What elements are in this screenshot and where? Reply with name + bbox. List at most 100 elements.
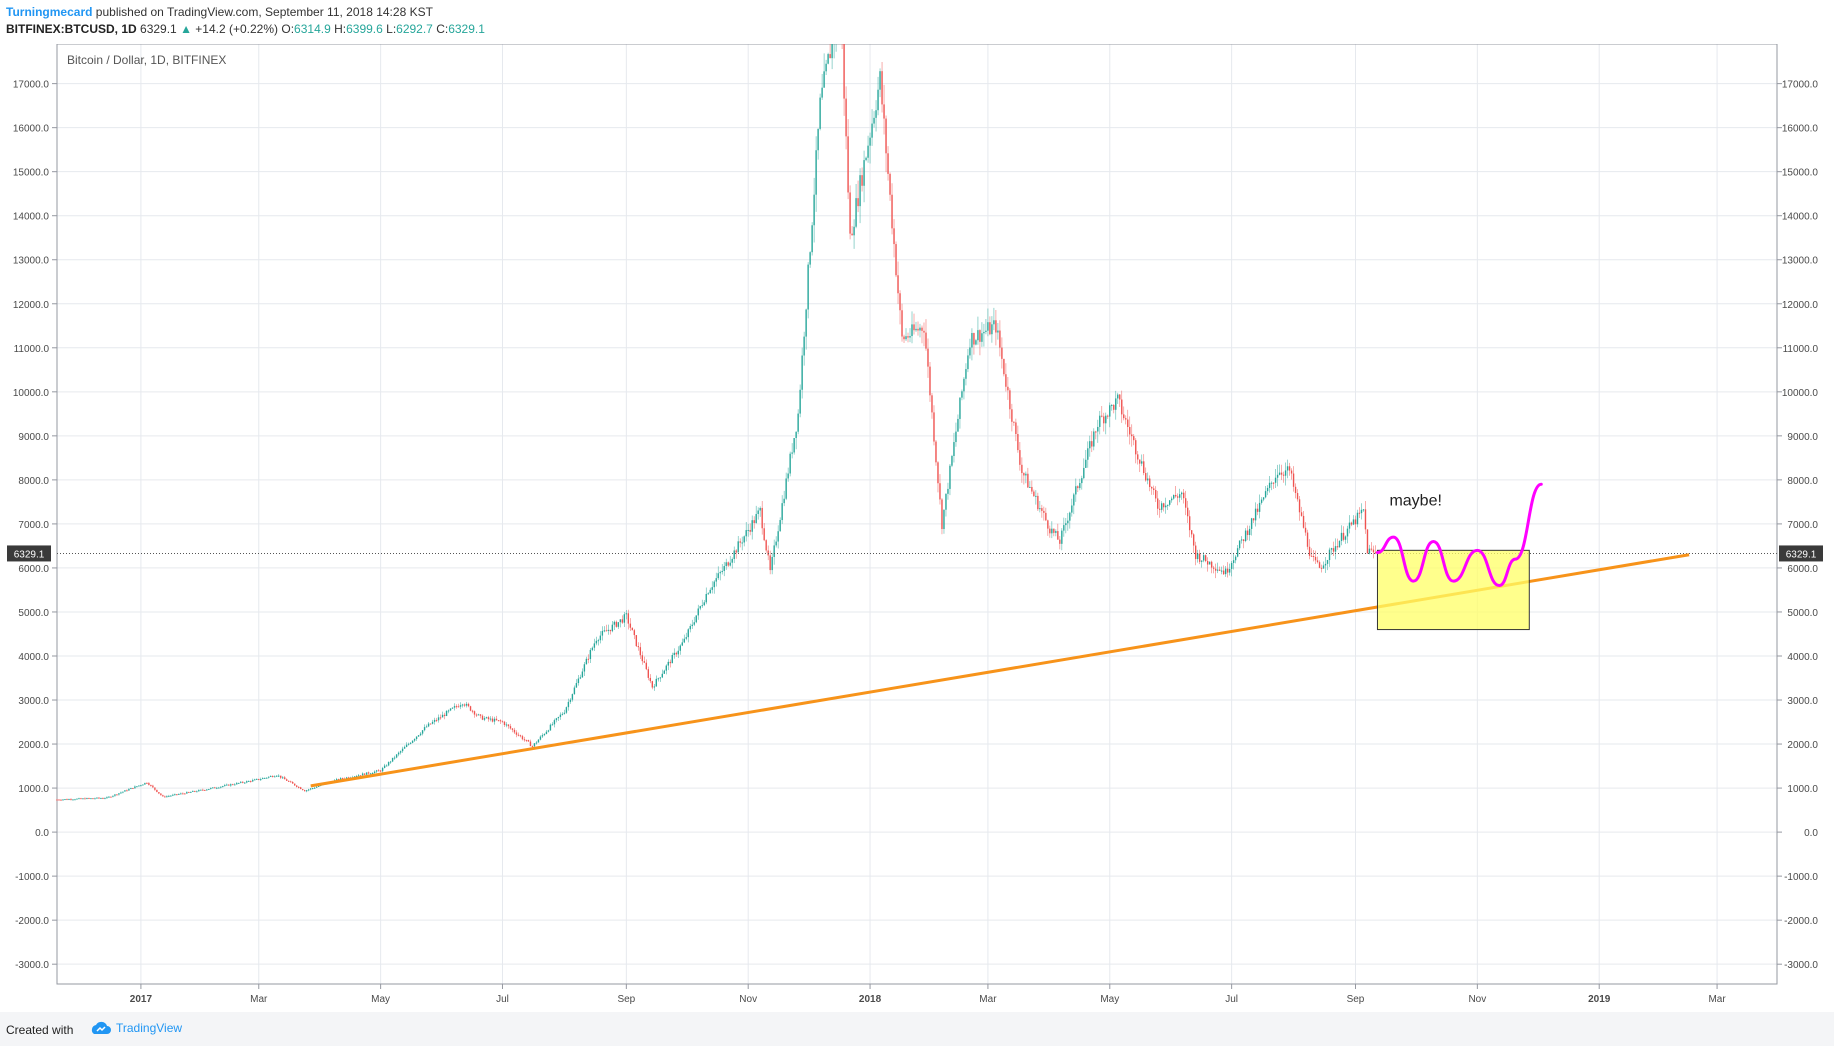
candle: [847, 136, 849, 193]
candle: [625, 613, 628, 615]
range-box: [1376, 549, 1530, 631]
candle: [587, 658, 590, 660]
candle: [268, 776, 270, 778]
candle: [709, 589, 711, 594]
candle: [1013, 421, 1015, 423]
y-tick-label: 6000.0: [1787, 564, 1818, 575]
tradingview-link[interactable]: TradingView: [88, 1020, 182, 1036]
candle: [941, 499, 943, 530]
candle: [657, 678, 659, 680]
candle: [997, 330, 999, 333]
candle: [703, 602, 705, 606]
candle: [353, 776, 356, 778]
x-axis[interactable]: 2017 Mar May Jul Sep Nov 2018 Mar May Jul Sep Nov 20…: [130, 984, 1727, 1005]
candle: [1344, 536, 1347, 540]
candle: [1153, 488, 1155, 490]
candle: [443, 714, 446, 716]
price-chart[interactable]: Bitcoin / Dollar, 1D, BITFINEX maybe! 632…: [0, 44, 1834, 1012]
candle: [88, 798, 90, 800]
y-axis-right[interactable]: -3000.0 -2000.0 -1000.0 0.0 1000.0 2000.0 3000…: [1777, 80, 1818, 972]
candle: [637, 646, 640, 648]
candle: [605, 630, 608, 632]
candle: [74, 799, 76, 801]
candle: [76, 798, 78, 800]
candle: [212, 787, 214, 789]
y-tick-label: 16000.0: [1782, 124, 1819, 135]
candle: [60, 799, 62, 801]
candle: [62, 799, 64, 801]
candle: [1352, 519, 1355, 525]
candle: [375, 770, 378, 772]
candle: [1093, 431, 1095, 447]
candle: [989, 322, 991, 335]
candle: [639, 647, 642, 656]
candle: [1326, 560, 1329, 564]
candle: [206, 789, 208, 791]
candle: [433, 719, 436, 722]
candle: [549, 724, 552, 731]
candle: [449, 708, 452, 711]
candle: [1165, 505, 1167, 508]
candle: [90, 798, 92, 800]
candle: [314, 787, 316, 789]
candle: [1157, 498, 1159, 509]
y-tick-label: 17000.0: [13, 80, 50, 91]
y-axis-left[interactable]: -3000.0 -2000.0 -1000.0 0.0 1000.0 2000.0 3000…: [13, 80, 57, 972]
candle: [168, 795, 170, 797]
last-price: 6329.1: [140, 22, 177, 36]
candle: [649, 677, 652, 682]
candle: [1256, 508, 1259, 512]
candle: [190, 791, 192, 793]
x-tick-label: Jul: [496, 994, 509, 1005]
candle: [1300, 512, 1303, 516]
candle: [409, 742, 412, 744]
y-tick-label: 1000.0: [18, 784, 49, 795]
candle: [805, 309, 807, 337]
candle: [210, 787, 212, 789]
candle: [226, 784, 228, 786]
candle: [797, 413, 799, 432]
candle: [1035, 495, 1037, 497]
candle: [783, 498, 785, 504]
candle: [220, 786, 222, 788]
symbol-label: BITFINEX:BTCUSD, 1D: [6, 22, 137, 36]
low-label: L:: [386, 22, 397, 36]
author-link[interactable]: Turningmecard: [6, 5, 93, 19]
candle: [1306, 532, 1309, 547]
candle: [803, 336, 805, 356]
candle: [979, 330, 981, 342]
candle: [120, 792, 122, 794]
candle: [128, 789, 130, 791]
candle: [571, 694, 574, 700]
candle: [304, 790, 306, 792]
candle: [154, 787, 156, 790]
candle: [118, 793, 120, 795]
candle: [1274, 477, 1277, 483]
candle: [1027, 473, 1029, 488]
candle: [401, 748, 404, 752]
candle: [739, 541, 741, 543]
candle: [699, 606, 701, 609]
x-tick-label: May: [1100, 994, 1119, 1005]
candle: [593, 643, 596, 648]
candle: [1298, 499, 1301, 513]
candle: [419, 733, 422, 736]
candle: [1101, 415, 1103, 417]
candle: [230, 784, 232, 786]
last-price-tag-bg: [7, 545, 51, 562]
candle: [1069, 512, 1071, 521]
candle: [761, 507, 763, 529]
candle: [300, 787, 302, 790]
y-tick-label: 3000.0: [18, 696, 49, 707]
candle: [623, 614, 626, 623]
candle: [1206, 561, 1209, 565]
candle: [1001, 347, 1003, 359]
y-tick-label: 4000.0: [18, 652, 49, 663]
candle: [437, 717, 440, 721]
candle: [208, 788, 210, 790]
candle: [577, 678, 580, 684]
candle: [617, 622, 620, 627]
candle: [953, 442, 955, 457]
candle: [931, 395, 933, 413]
candle: [1324, 563, 1327, 566]
